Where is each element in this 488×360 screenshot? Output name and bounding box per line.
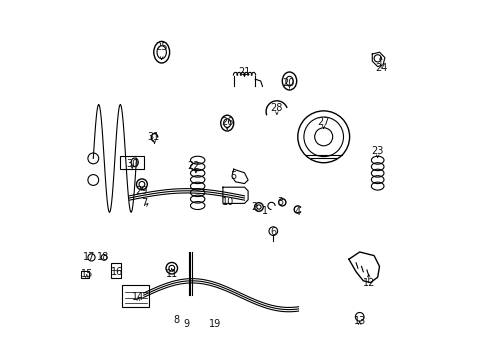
Text: 28: 28 — [270, 103, 283, 113]
Text: 22: 22 — [187, 161, 199, 171]
Text: 30: 30 — [126, 159, 138, 169]
Bar — [110, 263, 121, 278]
Text: 25: 25 — [155, 42, 167, 52]
Text: 10: 10 — [222, 197, 234, 207]
Text: 15: 15 — [81, 269, 93, 279]
Text: 21: 21 — [238, 67, 250, 77]
Text: 5: 5 — [229, 171, 236, 181]
Text: 16: 16 — [110, 267, 122, 277]
Text: 19: 19 — [208, 319, 221, 329]
Text: 17: 17 — [82, 252, 95, 262]
Text: 11: 11 — [165, 269, 178, 279]
Polygon shape — [348, 252, 379, 283]
Text: 27: 27 — [317, 117, 329, 127]
Text: 1: 1 — [262, 206, 268, 216]
Text: 29: 29 — [136, 186, 148, 196]
Text: 31: 31 — [147, 132, 160, 142]
Bar — [122, 285, 149, 307]
Text: 2: 2 — [250, 202, 257, 212]
Text: 24: 24 — [374, 63, 386, 73]
Bar — [81, 271, 88, 278]
Text: 14: 14 — [132, 292, 144, 302]
Text: 9: 9 — [183, 319, 189, 329]
Bar — [120, 156, 143, 169]
Text: 18: 18 — [97, 252, 109, 262]
Text: 13: 13 — [353, 316, 365, 326]
Text: 20: 20 — [282, 78, 294, 88]
Text: 12: 12 — [362, 278, 374, 288]
Text: 4: 4 — [294, 207, 300, 217]
Text: 3: 3 — [277, 197, 283, 207]
Text: 8: 8 — [173, 315, 179, 325]
Text: 23: 23 — [370, 146, 383, 156]
Text: 6: 6 — [270, 227, 276, 237]
Text: 7: 7 — [141, 198, 147, 208]
Text: 26: 26 — [221, 117, 233, 127]
